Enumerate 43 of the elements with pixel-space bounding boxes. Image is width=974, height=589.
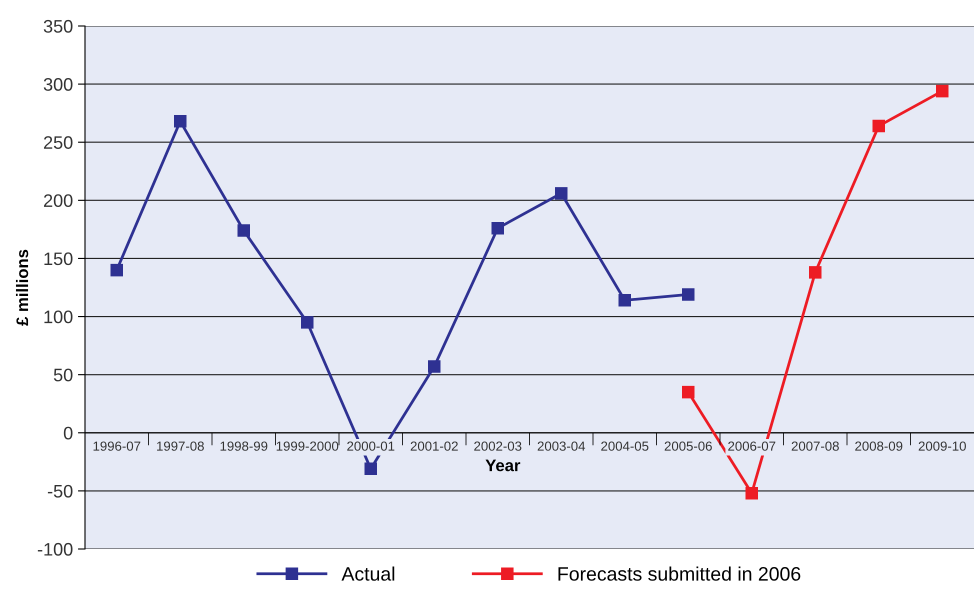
- y-tick-label: 150: [44, 252, 72, 266]
- x-tick-label: 2004-05: [601, 441, 648, 451]
- point: [746, 486, 758, 500]
- point: [301, 316, 314, 329]
- x-tick-label: 2005-06: [664, 441, 712, 451]
- x-tick-label: 2000-01: [347, 441, 394, 451]
- y-tick-label: -100: [38, 542, 72, 556]
- point: [682, 386, 694, 398]
- point: [555, 187, 568, 200]
- x-tick-label: 2006-07: [728, 441, 776, 451]
- point: [682, 288, 694, 301]
- x-axis-title: Year: [486, 460, 520, 472]
- y-tick-label: -50: [48, 484, 72, 498]
- x-tick-label: 1996-07: [94, 441, 140, 451]
- x-tick-label: 2009-10: [918, 441, 966, 451]
- y-axis-title: £ millions: [16, 250, 28, 326]
- point: [936, 84, 948, 98]
- point: [492, 222, 504, 234]
- y-tick-label: 0: [64, 426, 72, 440]
- x-tick-label: 2001-02: [410, 441, 458, 451]
- y-tick-label: 50: [54, 368, 72, 382]
- x-tick-label: 2002-03: [474, 441, 522, 451]
- x-tick-label: 1998-99: [220, 441, 268, 451]
- y-tick-label: 250: [44, 136, 72, 149]
- x-tick-label: 2007-08: [792, 441, 839, 451]
- point: [364, 462, 377, 476]
- y-tick-label: 300: [44, 78, 72, 91]
- y-tick-label: 350: [44, 20, 72, 33]
- x-tick-label: 1999-2000: [276, 441, 338, 451]
- y-tick-label: 200: [44, 194, 72, 208]
- point: [110, 264, 123, 276]
- legend-label: Actual: [342, 566, 394, 581]
- x-tick-label: 2008-09: [855, 441, 902, 451]
- legend-label: Forecasts submitted in 2006: [558, 566, 800, 581]
- y-tick-label: 100: [44, 310, 72, 324]
- point: [238, 224, 250, 237]
- point: [174, 115, 186, 128]
- point: [428, 360, 440, 373]
- x-tick-label: 2003-04: [538, 441, 586, 451]
- point: [809, 266, 822, 279]
- point: [872, 120, 885, 132]
- point: [618, 294, 631, 307]
- x-tick-label: 1997-08: [157, 441, 204, 451]
